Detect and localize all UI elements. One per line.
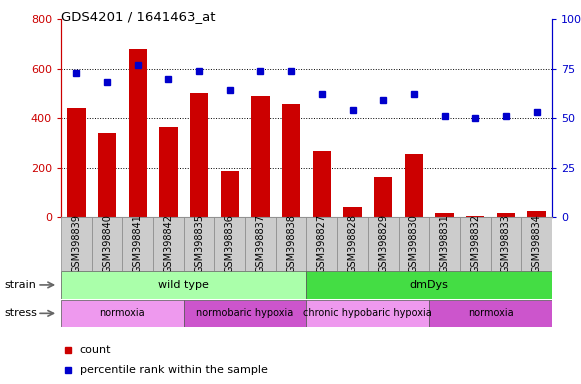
Bar	[435, 213, 454, 217]
Text: GSM398838: GSM398838	[286, 214, 296, 273]
Bar	[490, 217, 521, 271]
Bar	[184, 300, 307, 327]
Bar	[67, 108, 85, 217]
Text: wild type: wild type	[158, 280, 209, 290]
Text: GSM398830: GSM398830	[409, 214, 419, 273]
Text: GSM398832: GSM398832	[470, 214, 480, 273]
Bar	[153, 217, 184, 271]
Bar	[521, 217, 552, 271]
Bar	[429, 217, 460, 271]
Text: strain: strain	[5, 280, 37, 290]
Text: GSM398840: GSM398840	[102, 214, 112, 273]
Bar	[307, 300, 429, 327]
Text: chronic hypobaric hypoxia: chronic hypobaric hypoxia	[303, 308, 432, 318]
Bar	[429, 300, 552, 327]
Bar	[184, 217, 214, 271]
Bar	[374, 177, 392, 217]
Text: count: count	[80, 345, 111, 355]
Bar	[276, 217, 307, 271]
Text: GSM398841: GSM398841	[132, 214, 143, 273]
Bar	[221, 171, 239, 217]
Bar	[92, 217, 123, 271]
Text: stress: stress	[5, 308, 38, 318]
Text: GSM398837: GSM398837	[256, 214, 266, 273]
Bar	[159, 127, 178, 217]
Text: GSM398827: GSM398827	[317, 214, 327, 273]
Bar	[123, 217, 153, 271]
Text: dmDys: dmDys	[410, 280, 449, 290]
Text: GSM398836: GSM398836	[225, 214, 235, 273]
Bar	[368, 217, 399, 271]
Bar	[282, 104, 300, 217]
Bar	[399, 217, 429, 271]
Text: normoxia: normoxia	[99, 308, 145, 318]
Text: GSM398839: GSM398839	[71, 214, 81, 273]
Bar	[404, 154, 423, 217]
Text: GSM398829: GSM398829	[378, 214, 388, 273]
Bar	[460, 217, 490, 271]
Text: GDS4201 / 1641463_at: GDS4201 / 1641463_at	[61, 10, 216, 23]
Text: normobaric hypoxia: normobaric hypoxia	[196, 308, 294, 318]
Bar	[98, 133, 116, 217]
Text: GSM398835: GSM398835	[194, 214, 204, 273]
Bar	[343, 207, 362, 217]
Text: GSM398834: GSM398834	[532, 214, 541, 273]
Bar	[307, 271, 552, 299]
Text: percentile rank within the sample: percentile rank within the sample	[80, 364, 267, 375]
Bar	[466, 216, 485, 217]
Bar	[214, 217, 245, 271]
Text: GSM398828: GSM398828	[347, 214, 357, 273]
Bar	[61, 300, 184, 327]
Bar	[245, 217, 276, 271]
Text: GSM398831: GSM398831	[440, 214, 450, 273]
Bar	[190, 93, 208, 217]
Text: GSM398833: GSM398833	[501, 214, 511, 273]
Bar	[251, 96, 270, 217]
Text: normoxia: normoxia	[468, 308, 514, 318]
Bar	[61, 271, 307, 299]
Bar	[337, 217, 368, 271]
Bar	[307, 217, 337, 271]
Bar	[313, 151, 331, 217]
Text: GSM398842: GSM398842	[163, 214, 173, 273]
Bar	[528, 211, 546, 217]
Bar	[497, 213, 515, 217]
Bar	[61, 217, 92, 271]
Bar	[128, 49, 147, 217]
